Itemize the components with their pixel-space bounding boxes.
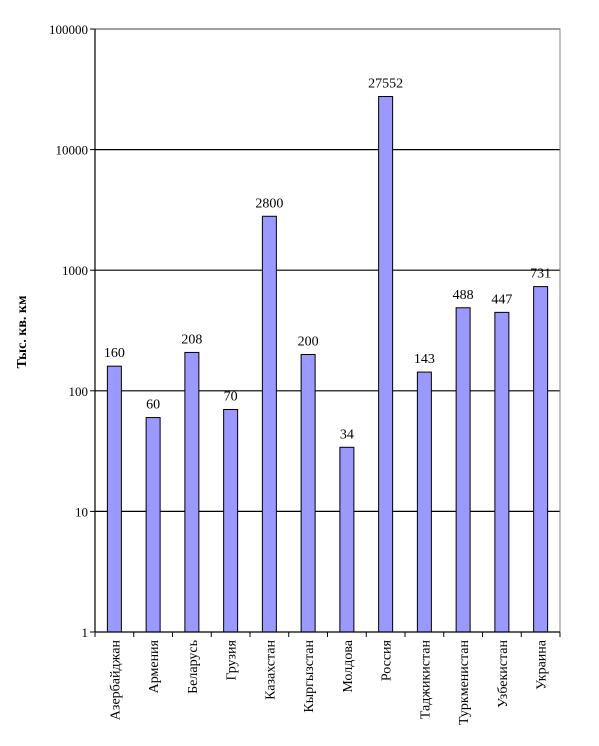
y-tick-label: 100000 (49, 22, 88, 37)
bars (106, 96, 549, 633)
data-label: 2800 (255, 196, 283, 211)
data-label: 160 (104, 346, 125, 361)
y-axis-ticks: 1 10 100 1000 10000 100000 (49, 22, 95, 640)
data-label: 731 (530, 267, 551, 282)
category-label: Туркменистан (457, 640, 472, 725)
x-axis-categories: Азербайджан Армения Беларусь Грузия Казахста… (108, 639, 549, 725)
bar (416, 371, 432, 633)
y-tick-label: 1 (82, 625, 89, 640)
bar (223, 408, 239, 633)
category-label: Казахстан (263, 639, 278, 699)
data-label: 208 (181, 332, 202, 347)
category-label: Узбекистан (496, 640, 511, 708)
plot-frame (94, 28, 561, 633)
category-label: Украина (535, 639, 550, 690)
bar (533, 286, 549, 633)
bar (261, 215, 277, 633)
category-label: Армения (147, 639, 162, 693)
y-tick-label: 100 (69, 384, 89, 399)
bar (145, 417, 161, 633)
data-label: 70 (224, 389, 238, 404)
bar (455, 307, 471, 633)
data-label: 34 (340, 427, 354, 442)
data-label: 143 (414, 352, 435, 367)
y-tick-label: 10 (75, 504, 88, 519)
y-tick-label: 1000 (62, 263, 88, 278)
bar (339, 446, 355, 633)
data-label: 200 (298, 334, 319, 349)
data-label: 60 (146, 398, 160, 413)
axes (94, 28, 561, 637)
bar (494, 311, 510, 633)
y-tick-label: 10000 (56, 143, 89, 158)
category-label: Молдова (341, 639, 356, 692)
data-labels: 160 60 208 70 2800 200 34 27552 143 488 447 731 (104, 77, 551, 443)
category-label: Таджикистан (418, 640, 433, 720)
bar (378, 96, 394, 633)
bar (300, 353, 316, 633)
gridlines (95, 28, 560, 512)
data-label: 447 (491, 292, 512, 307)
category-label: Грузия (225, 639, 240, 680)
category-label: Азербайджан (108, 639, 123, 720)
category-label: Беларусь (186, 640, 201, 694)
category-label: Россия (380, 639, 395, 681)
bar (106, 365, 122, 633)
data-label: 27552 (368, 77, 403, 92)
category-label: Кыргызстан (302, 640, 317, 713)
data-label: 488 (453, 288, 474, 303)
y-axis-label: Тыс. кв. км (15, 295, 30, 368)
bar (184, 351, 200, 633)
